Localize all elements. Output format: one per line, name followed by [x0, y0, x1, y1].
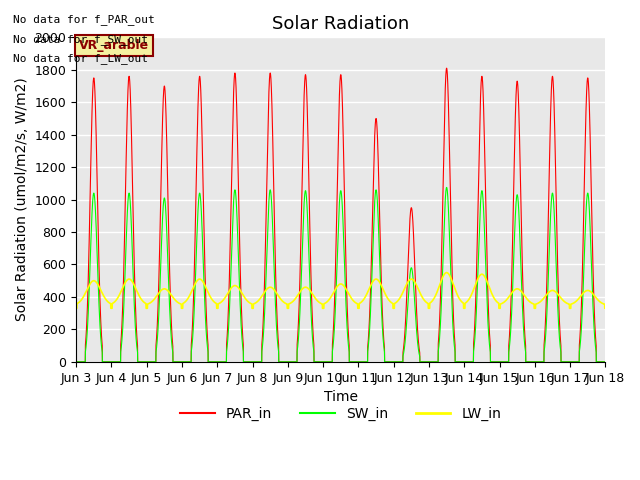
Text: No data for f_PAR_out: No data for f_PAR_out — [13, 14, 154, 25]
Text: VR_arable: VR_arable — [79, 39, 149, 52]
Title: Solar Radiation: Solar Radiation — [272, 15, 410, 33]
Legend: PAR_in, SW_in, LW_in: PAR_in, SW_in, LW_in — [175, 401, 507, 426]
Text: No data for f_SW_out: No data for f_SW_out — [13, 34, 148, 45]
X-axis label: Time: Time — [324, 390, 358, 404]
Text: No data for f_LW_out: No data for f_LW_out — [13, 53, 148, 64]
Y-axis label: Solar Radiation (umol/m2/s, W/m2): Solar Radiation (umol/m2/s, W/m2) — [15, 78, 29, 322]
